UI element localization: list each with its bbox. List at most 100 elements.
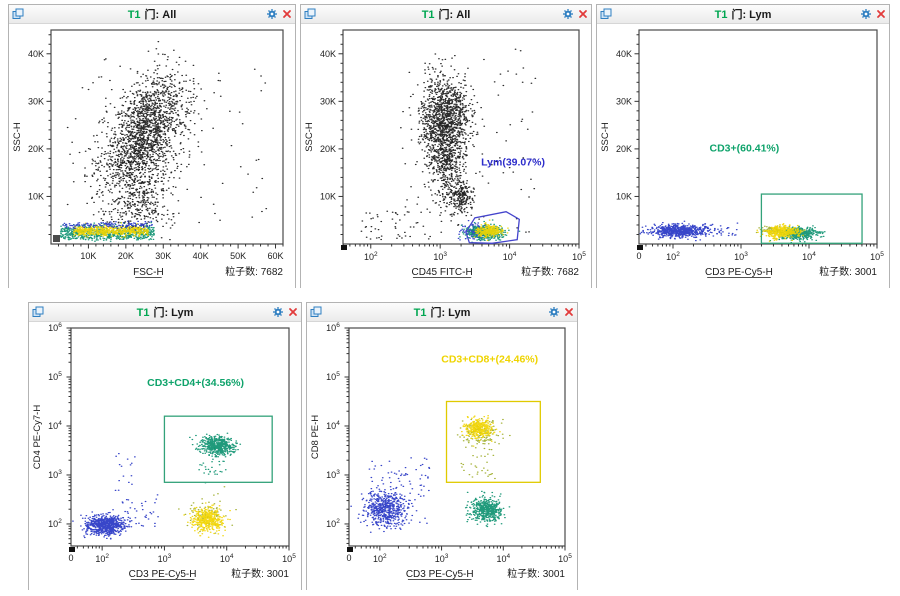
axis-ticks — [344, 327, 566, 551]
gate-shape[interactable] — [445, 400, 541, 483]
scatter-plot-canvas[interactable]: 102 103 104 105 0 102 103 104 105 106 CD3+CD4+(34.… — [29, 322, 301, 590]
y-axis-label: CD4 PE-Cy7-H — [32, 405, 43, 470]
gate-context-label: 门: Lym — [153, 307, 194, 319]
svg-text:10K: 10K — [28, 191, 44, 201]
svg-text:40K: 40K — [28, 49, 44, 59]
svg-text:102: 102 — [666, 251, 680, 262]
y-axis-label: SSC-H — [304, 122, 315, 152]
svg-text:40K: 40K — [616, 49, 632, 59]
plot-window-fsc-ssc: T1 门: All 10K 20K 30K 40K 50K 60K 10K 20K 30K 40K S… — [8, 4, 296, 288]
axis-ticks — [634, 34, 878, 249]
svg-text:105: 105 — [48, 371, 62, 382]
duplicate-view-icon[interactable] — [600, 8, 612, 20]
svg-text:50K: 50K — [230, 251, 246, 261]
svg-text:104: 104 — [220, 553, 234, 564]
axis-tick-labels: 102 103 104 105 10K 20K 30K 40K — [320, 49, 586, 262]
duplicate-view-icon[interactable] — [304, 8, 316, 20]
gate-label[interactable]: Lym(39.07%) — [481, 157, 545, 169]
gate-label[interactable]: CD3+CD8+(24.46%) — [441, 353, 538, 365]
settings-icon[interactable] — [860, 8, 872, 20]
close-icon[interactable] — [288, 307, 298, 317]
svg-text:106: 106 — [326, 322, 340, 333]
x-axis-label[interactable]: FSC-H — [133, 267, 164, 278]
x-axis-label[interactable]: CD3 PE-Cy5-H — [705, 267, 773, 278]
tube-label: T1 — [136, 307, 150, 319]
gate-shape[interactable] — [760, 193, 863, 244]
scatter-points — [639, 220, 826, 244]
duplicate-view-icon[interactable] — [310, 306, 322, 318]
plot-window-title: T1 门: Lym — [597, 6, 889, 22]
svg-text:40K: 40K — [320, 49, 336, 59]
scatter-points — [360, 48, 537, 244]
plot-window-titlebar[interactable]: T1 门: Lym — [597, 5, 889, 24]
svg-text:105: 105 — [870, 251, 884, 262]
gate-label[interactable]: CD3+CD4+(34.56%) — [147, 377, 244, 389]
gate-label[interactable]: CD3+(60.41%) — [710, 142, 780, 154]
axis-ticks — [338, 34, 580, 249]
close-icon[interactable] — [564, 307, 574, 317]
settings-icon[interactable] — [562, 8, 574, 20]
scatter-plot-canvas[interactable]: 102 103 104 105 10K 20K 30K 40K Lym(39.07%) SSC-H… — [301, 24, 591, 288]
scatter-plot-canvas[interactable]: 10K 20K 30K 40K 50K 60K 10K 20K 30K 40K SSC-H FSC-H… — [9, 24, 295, 288]
close-icon[interactable] — [578, 9, 588, 19]
svg-text:0: 0 — [636, 251, 641, 261]
plot-window-titlebar[interactable]: T1 门: All — [301, 5, 591, 24]
plot-window-titlebar[interactable]: T1 门: All — [9, 5, 295, 24]
tube-label: T1 — [421, 9, 435, 21]
svg-text:10K: 10K — [616, 191, 632, 201]
scatter-plot-canvas[interactable]: 102 103 104 105 0 102 103 104 105 106 CD3+CD8+(24.… — [307, 322, 577, 590]
gate-shape[interactable] — [163, 415, 273, 483]
scatter-points — [59, 40, 268, 242]
settings-icon[interactable] — [266, 8, 278, 20]
svg-text:102: 102 — [95, 553, 109, 564]
svg-text:103: 103 — [158, 553, 172, 564]
svg-text:30K: 30K — [155, 251, 171, 261]
svg-text:30K: 30K — [616, 96, 632, 106]
plot-window-cd45-ssc: T1 门: All 102 103 104 105 10K 20K 30K 40K Lym(39.… — [300, 4, 592, 288]
svg-text:102: 102 — [373, 553, 387, 564]
svg-text:103: 103 — [435, 553, 449, 564]
scatter-points — [72, 432, 242, 540]
gate-context-label: 门: All — [438, 9, 471, 21]
plot-window-cd3-ssc: T1 门: Lym 102 103 104 105 0 10K 20K 30K 40K CD3+(6… — [596, 4, 890, 288]
particle-count: 粒子数: 3001 — [819, 265, 877, 278]
close-icon[interactable] — [876, 9, 886, 19]
duplicate-view-icon[interactable] — [32, 306, 44, 318]
gate-shape[interactable] — [465, 211, 520, 244]
svg-text:102: 102 — [326, 518, 340, 529]
offscale-marker — [69, 547, 75, 552]
scatter-plot-canvas[interactable]: 102 103 104 105 0 10K 20K 30K 40K CD3+(60.41%) SSC… — [597, 24, 889, 288]
close-icon[interactable] — [282, 9, 292, 19]
particle-count: 粒子数: 3001 — [231, 567, 289, 580]
axis-ticks — [66, 327, 290, 551]
svg-text:0: 0 — [68, 553, 73, 563]
svg-text:20K: 20K — [616, 144, 632, 154]
svg-text:104: 104 — [503, 251, 517, 262]
plot-window-titlebar[interactable]: T1 门: Lym — [29, 303, 301, 322]
particle-count: 粒子数: 7682 — [521, 265, 579, 278]
tube-label: T1 — [413, 307, 427, 319]
settings-icon[interactable] — [272, 306, 284, 318]
svg-text:105: 105 — [558, 553, 572, 564]
svg-text:103: 103 — [326, 469, 340, 480]
plot-frame — [342, 29, 580, 245]
svg-text:104: 104 — [326, 420, 340, 431]
plot-frame — [70, 327, 290, 547]
duplicate-view-icon[interactable] — [12, 8, 24, 20]
axis-tick-labels: 10K 20K 30K 40K 50K 60K 10K 20K 30K 40K — [28, 49, 284, 261]
settings-icon[interactable] — [548, 306, 560, 318]
svg-text:106: 106 — [48, 322, 62, 333]
x-axis-label[interactable]: CD3 PE-Cy5-H — [129, 569, 197, 580]
plot-window-titlebar[interactable]: T1 门: Lym — [307, 303, 577, 322]
gate-context-label: 门: Lym — [731, 9, 772, 21]
svg-text:104: 104 — [496, 553, 510, 564]
svg-text:0: 0 — [346, 553, 351, 563]
svg-text:40K: 40K — [193, 251, 209, 261]
scatter-points — [350, 415, 511, 533]
particle-count: 粒子数: 3001 — [507, 567, 565, 580]
x-axis-label[interactable]: CD45 FITC-H — [412, 267, 473, 278]
svg-text:104: 104 — [48, 420, 62, 431]
offscale-marker — [341, 245, 347, 250]
axis-ticks — [46, 34, 284, 249]
x-axis-label[interactable]: CD3 PE-Cy5-H — [406, 569, 474, 580]
